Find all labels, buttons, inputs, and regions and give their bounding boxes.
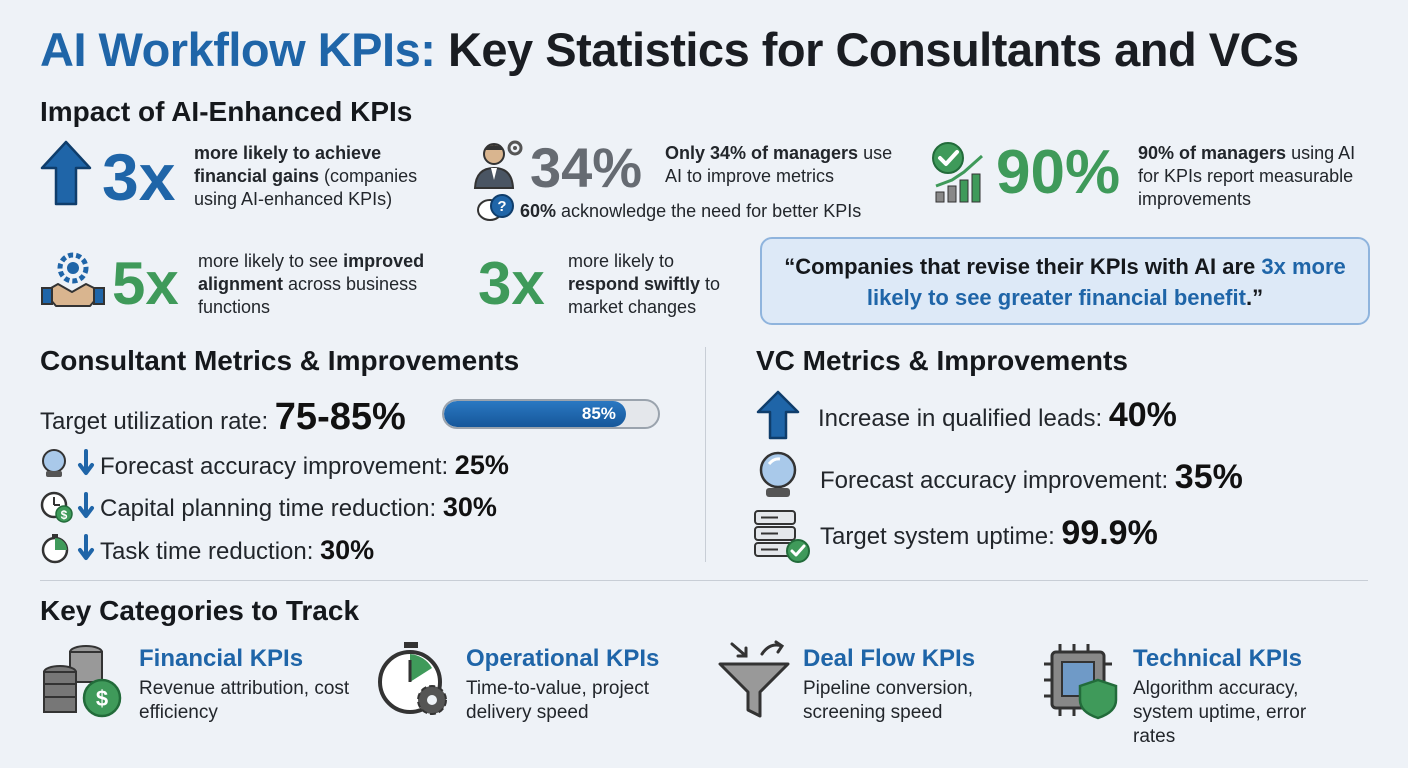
stat5-desc: more likely to respond swiftly to market… — [568, 251, 721, 317]
manager-gear-icon — [472, 138, 524, 190]
vc-metric-1: Increase in qualified leads: 40% — [818, 396, 1177, 434]
consultant-metric-2: Capital planning time reduction: 30% — [100, 492, 497, 522]
utilization-bar: 85% — [442, 399, 660, 429]
funnel-icon — [716, 640, 792, 720]
vc-metric-3: Target system uptime: 99.9% — [820, 514, 1158, 552]
arrow-up-icon — [40, 140, 92, 206]
category-dealflow-title: Deal Flow KPIs — [803, 645, 976, 672]
svg-text:?: ? — [497, 198, 506, 215]
handshake-gear-icon — [40, 248, 106, 314]
vc-heading: VC Metrics & Improvements — [756, 345, 1128, 376]
stat4-value: 5x — [112, 250, 179, 317]
impact-heading: Impact of AI-Enhanced KPIs — [40, 96, 413, 127]
stat3-desc: 90% of managers using AI for KPIs report… — [1138, 143, 1356, 209]
stat3-value: 90% — [996, 138, 1121, 207]
section-divider-horizontal — [40, 580, 1368, 581]
arrow-up-icon — [756, 390, 800, 440]
category-operational-title: Operational KPIs — [466, 645, 660, 672]
crystal-ball-icon — [40, 448, 96, 480]
consultant-metric-1: Forecast accuracy improvement: 25% — [100, 450, 509, 480]
svg-text:$: $ — [61, 508, 68, 522]
crystal-ball-icon — [756, 450, 800, 500]
stat4-desc: more likely to see improved alignment ac… — [198, 251, 425, 317]
stat2-desc: Only 34% of managers use AI to improve m… — [665, 143, 893, 186]
consultant-metric-3: Task time reduction: 30% — [100, 535, 375, 565]
stat2-value: 34% — [530, 136, 643, 199]
growth-chart-check-icon — [930, 140, 988, 206]
categories-heading: Key Categories to Track — [40, 595, 360, 626]
utilization-metric: Target utilization rate: 75-85% — [40, 396, 406, 438]
section-divider-vertical — [705, 347, 706, 562]
title-part1: AI Workflow KPIs: — [40, 23, 436, 76]
stat1-value: 3x — [102, 140, 176, 214]
quote-box: “Companies that revise their KPIs with A… — [760, 237, 1370, 325]
category-technical-desc: Algorithm accuracy, system uptime, error… — [1133, 678, 1307, 747]
stat1-desc: more likely to achieve financial gains (… — [194, 143, 418, 209]
coins-dollar-icon: $ — [40, 642, 126, 720]
category-dealflow-desc: Pipeline conversion, screening speed — [803, 678, 974, 723]
page-title: AI Workflow KPIs: Key Statistics for Con… — [40, 22, 1299, 77]
category-financial-title: Financial KPIs — [139, 645, 304, 672]
title-part2: Key Statistics for Consultants and VCs — [447, 23, 1299, 76]
server-check-icon — [752, 508, 812, 564]
category-financial-desc: Revenue attribution, cost efficiency — [139, 678, 350, 723]
stat5-value: 3x — [478, 250, 545, 317]
question-bubble-icon: ? — [476, 194, 516, 226]
stopwatch-gear-icon — [374, 640, 454, 720]
consultant-heading: Consultant Metrics & Improvements — [40, 345, 520, 376]
chip-shield-icon — [1040, 640, 1120, 720]
category-technical-title: Technical KPIs — [1133, 645, 1302, 672]
stopwatch-icon — [40, 532, 96, 566]
stat2-note: 60% acknowledge the need for better KPIs — [520, 201, 862, 221]
category-operational-desc: Time-to-value, project delivery speed — [466, 678, 650, 723]
clock-dollar-icon: $ — [40, 490, 96, 524]
utilization-bar-fill: 85% — [444, 401, 626, 427]
svg-text:$: $ — [96, 686, 108, 711]
vc-metric-2: Forecast accuracy improvement: 35% — [820, 458, 1243, 496]
